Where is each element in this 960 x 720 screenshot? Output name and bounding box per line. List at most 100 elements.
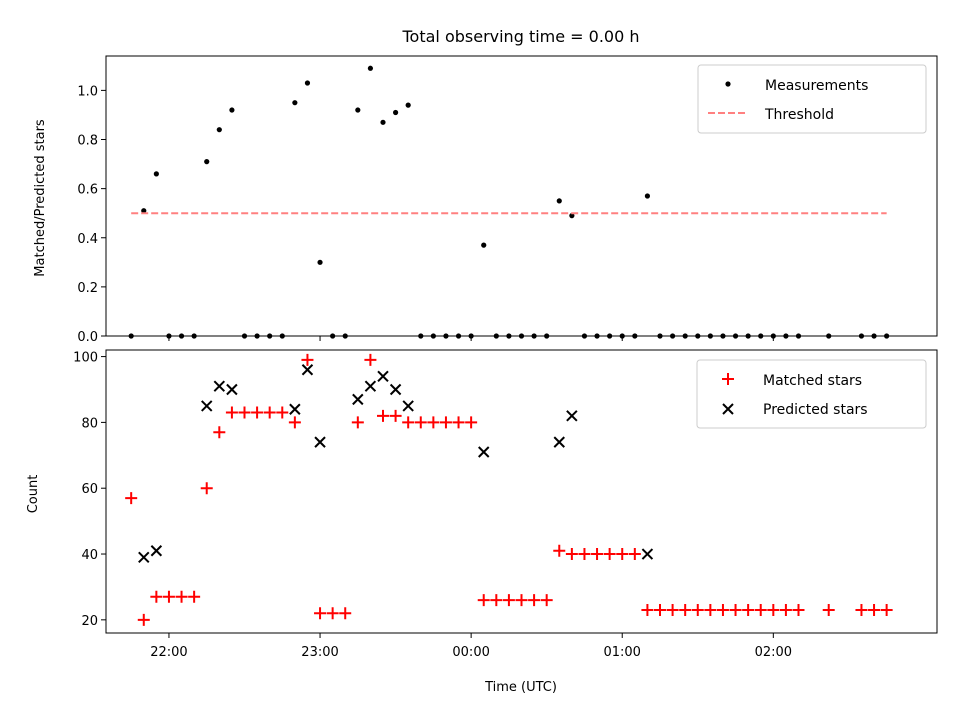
- bottom-y-tick-label: 80: [81, 416, 98, 431]
- predicted-star-point: [377, 370, 389, 383]
- legend-label-predicted: Predicted stars: [763, 402, 868, 418]
- matched-star-point: [137, 613, 150, 626]
- matched-star-point: [704, 603, 717, 616]
- predicted-star-point: [201, 400, 213, 412]
- matched-star-point: [616, 548, 629, 561]
- x-tick-label: 01:00: [603, 645, 640, 660]
- bottom-plot-area: [125, 353, 893, 626]
- measurement-point: [304, 80, 311, 86]
- predicted-star-point: [641, 548, 654, 560]
- legend-marker-measurements: [725, 81, 731, 87]
- predicted-star-point: [150, 545, 163, 557]
- matched-star-point: [150, 590, 163, 603]
- matched-star-point: [427, 416, 440, 429]
- matched-star-point: [490, 594, 503, 607]
- measurement-point: [380, 119, 386, 125]
- predicted-star-point: [314, 436, 326, 448]
- matched-star-point: [779, 603, 792, 616]
- x-tick-label: 23:00: [301, 645, 338, 660]
- predicted-star-point: [553, 436, 565, 448]
- measurement-point: [229, 107, 235, 113]
- bottom-x-ticks: 22:00 23:00 00:00 01:00 02:00: [150, 633, 792, 660]
- measurement-point: [556, 198, 562, 204]
- x-axis-label: Time (UTC): [484, 680, 557, 695]
- matched-star-point: [414, 416, 427, 429]
- matched-star-point: [175, 590, 188, 603]
- bottom-panel: Count Time (UTC) 20 40 60 80 100 22:00 23:00 0…: [26, 349, 938, 695]
- bottom-y-tick-label: 60: [81, 482, 98, 497]
- matched-star-point: [314, 607, 327, 620]
- bottom-y-ticks: 20 40 60 80 100: [73, 351, 106, 629]
- measurement-point: [216, 127, 222, 133]
- measurement-point: [153, 171, 159, 177]
- matched-star-point: [880, 603, 893, 616]
- top-legend: Measurements Threshold: [697, 64, 927, 134]
- bottom-y-axis-label: Count: [26, 475, 41, 514]
- matched-star-point: [389, 409, 402, 422]
- measurement-point: [392, 109, 399, 116]
- matched-star-point: [578, 548, 591, 561]
- measurement-point: [204, 159, 210, 165]
- matched-star-point: [540, 594, 553, 607]
- predicted-star-point: [402, 400, 414, 412]
- top-y-tick-label: 0.0: [77, 330, 98, 345]
- matched-star-point: [591, 548, 604, 561]
- predicted-star-point: [213, 380, 226, 392]
- matched-star-point: [225, 406, 238, 419]
- top-axes-frame: [105, 55, 938, 337]
- top-y-tick-label: 0.6: [77, 183, 98, 198]
- matched-star-point: [716, 603, 729, 616]
- top-legend-box: [697, 64, 927, 134]
- matched-star-point: [439, 416, 452, 429]
- measurement-point: [367, 65, 374, 71]
- predicted-star-point: [138, 551, 150, 564]
- matched-star-point: [301, 353, 314, 366]
- predicted-star-point: [389, 383, 402, 396]
- top-panel: Total observing time = 0.00 h Matched/Pr…: [33, 27, 938, 345]
- top-y-tick-label: 0.2: [77, 281, 98, 296]
- matched-star-point: [339, 607, 352, 620]
- matched-star-point: [477, 594, 490, 607]
- x-tick-label: 02:00: [755, 645, 792, 660]
- top-y-tick-label: 1.0: [77, 84, 98, 99]
- measurement-point: [644, 193, 651, 199]
- top-y-tick-label: 0.8: [77, 134, 98, 149]
- x-tick-label: 00:00: [452, 645, 489, 660]
- matched-star-point: [502, 594, 515, 607]
- legend-label-matched: Matched stars: [763, 373, 862, 389]
- matched-star-point: [603, 548, 616, 561]
- predicted-star-point: [364, 380, 377, 392]
- top-y-ticks: 0.0 0.2 0.4 0.6 0.8 1.0: [77, 84, 106, 345]
- bottom-y-tick-label: 20: [81, 614, 98, 629]
- matched-star-point: [822, 603, 835, 616]
- matched-star-point: [767, 603, 780, 616]
- top-y-tick-label: 0.4: [77, 232, 98, 247]
- matched-star-point: [666, 603, 679, 616]
- matched-star-point: [654, 603, 666, 616]
- matched-star-point: [528, 594, 541, 607]
- predicted-star-point: [566, 410, 578, 422]
- matched-star-point: [742, 603, 755, 616]
- bottom-axes-frame: [105, 349, 938, 634]
- matched-star-point: [251, 406, 264, 419]
- matched-star-point: [628, 548, 641, 561]
- bottom-y-tick-label: 100: [73, 351, 98, 366]
- matched-star-point: [855, 603, 868, 616]
- matched-star-point: [754, 603, 767, 616]
- matched-star-point: [364, 353, 377, 366]
- top-y-axis-label: Matched/Predicted stars: [33, 119, 48, 277]
- matched-star-point: [263, 406, 276, 419]
- measurement-point: [317, 259, 323, 265]
- measurement-point: [292, 100, 298, 106]
- predicted-star-point: [352, 393, 364, 406]
- matched-star-point: [162, 590, 175, 603]
- matched-star-point: [465, 416, 478, 429]
- measurement-point: [141, 208, 147, 214]
- matched-star-point: [868, 603, 881, 616]
- matched-star-point: [565, 548, 578, 561]
- matched-star-point: [238, 406, 251, 419]
- predicted-star-point: [226, 383, 238, 396]
- matched-star-point: [679, 603, 692, 616]
- matched-star-point: [213, 426, 226, 439]
